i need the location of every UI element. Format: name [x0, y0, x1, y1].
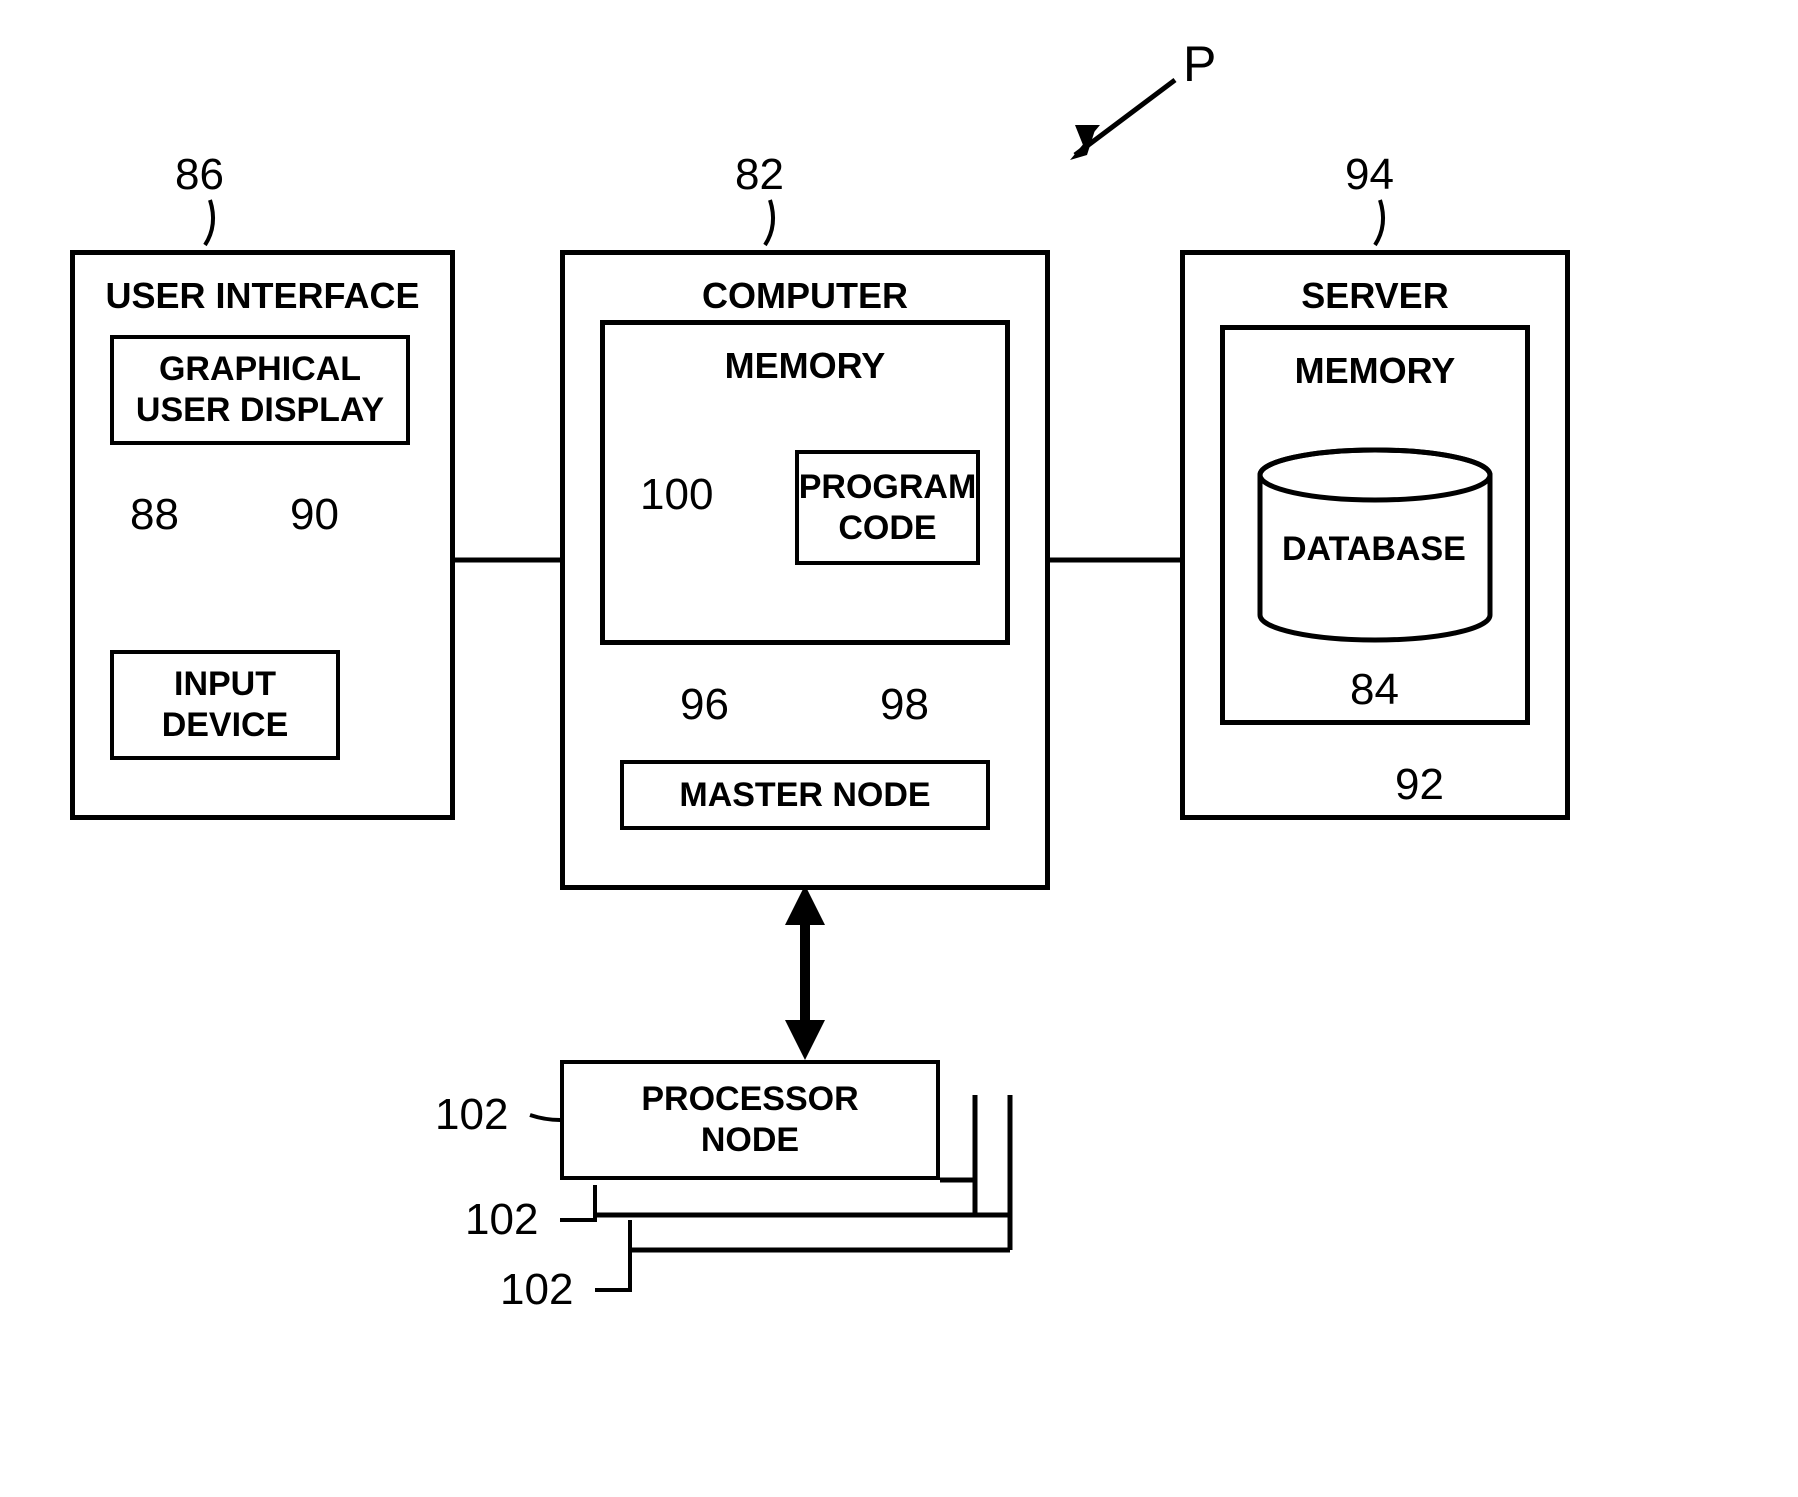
- program-code-box: PROGRAM CODE: [795, 450, 980, 565]
- graphical-user-display-label: GRAPHICAL USER DISPLAY: [136, 349, 384, 431]
- ref-86: 86: [175, 150, 224, 200]
- input-device-label: INPUT DEVICE: [162, 664, 289, 746]
- ref-102-1: 102: [435, 1090, 508, 1140]
- graphical-user-display-box: GRAPHICAL USER DISPLAY: [110, 335, 410, 445]
- ref-92: 92: [1395, 760, 1444, 810]
- master-node-box: MASTER NODE: [620, 760, 990, 830]
- database-label: DATABASE: [1282, 530, 1466, 569]
- program-code-label: PROGRAM CODE: [799, 467, 977, 549]
- system-label-p: P: [1183, 35, 1216, 93]
- ref-90: 90: [290, 490, 339, 540]
- ref-100: 100: [640, 470, 713, 520]
- ref-102-3: 102: [500, 1265, 573, 1315]
- server-title: SERVER: [1185, 255, 1565, 327]
- input-device-box: INPUT DEVICE: [110, 650, 340, 760]
- ref-82: 82: [735, 150, 784, 200]
- processor-node-box: PROCESSOR NODE: [560, 1060, 940, 1180]
- ref-102-2: 102: [465, 1195, 538, 1245]
- ref-98: 98: [880, 680, 929, 730]
- ref-94: 94: [1345, 150, 1394, 200]
- computer-memory-title: MEMORY: [605, 325, 1005, 397]
- diagram-root: P USER INTERFACE GRAPHICAL USER DISPLAY …: [0, 0, 1798, 1497]
- server-memory-title: MEMORY: [1225, 330, 1525, 402]
- ref-96: 96: [680, 680, 729, 730]
- processor-node-label: PROCESSOR NODE: [641, 1079, 858, 1161]
- master-node-label: MASTER NODE: [679, 775, 930, 816]
- computer-title: COMPUTER: [565, 255, 1045, 327]
- user-interface-title: USER INTERFACE: [75, 255, 450, 327]
- ref-88: 88: [130, 490, 179, 540]
- ref-84: 84: [1350, 665, 1399, 715]
